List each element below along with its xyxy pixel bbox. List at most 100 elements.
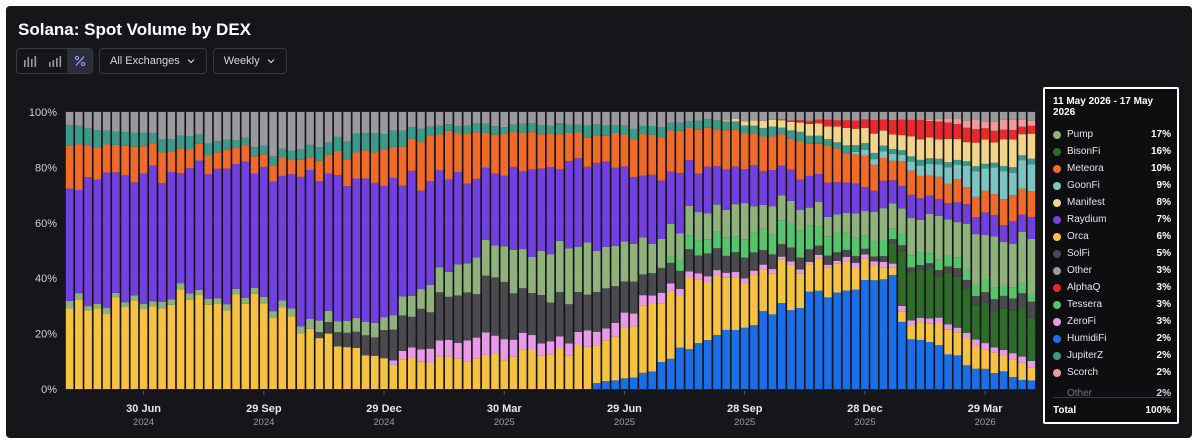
bar[interactable] <box>158 112 166 389</box>
legend-item[interactable]: BisonFi 16% <box>1053 143 1171 160</box>
bar[interactable] <box>444 112 453 389</box>
bar[interactable] <box>195 112 203 389</box>
bar[interactable] <box>666 112 675 389</box>
bar[interactable] <box>93 112 102 389</box>
bar[interactable] <box>528 112 536 389</box>
bar[interactable] <box>186 112 194 389</box>
legend-item[interactable]: JupiterZ 2% <box>1053 347 1171 364</box>
bar[interactable] <box>84 112 92 389</box>
bar[interactable] <box>389 112 398 389</box>
legend-item[interactable]: AlphaQ 3% <box>1053 279 1171 296</box>
bar[interactable] <box>574 112 583 389</box>
bar[interactable] <box>518 112 527 389</box>
bar[interactable] <box>260 112 268 389</box>
bar[interactable] <box>426 112 435 389</box>
bar[interactable] <box>870 112 878 389</box>
bar[interactable] <box>75 112 83 389</box>
bar[interactable] <box>879 112 888 389</box>
bar[interactable] <box>648 112 657 389</box>
bar-chart-icon[interactable] <box>17 49 42 73</box>
bar[interactable] <box>888 112 897 389</box>
bar[interactable] <box>537 112 546 389</box>
bar[interactable] <box>898 112 906 389</box>
legend-item[interactable]: GoonFi 9% <box>1053 177 1171 194</box>
bar[interactable] <box>241 112 250 389</box>
stacked-bar-chart-icon[interactable] <box>42 49 67 73</box>
bar[interactable] <box>407 112 416 389</box>
bar[interactable] <box>176 112 185 389</box>
bar[interactable] <box>555 112 564 389</box>
bar[interactable] <box>481 112 490 389</box>
legend-item[interactable]: HumidiFi 2% <box>1053 330 1171 347</box>
bar[interactable] <box>204 112 213 389</box>
bar[interactable] <box>925 112 934 389</box>
bar[interactable] <box>380 112 388 389</box>
bar[interactable] <box>583 112 592 389</box>
bar[interactable] <box>602 112 610 389</box>
bar[interactable] <box>213 112 222 389</box>
bar[interactable] <box>167 112 176 389</box>
legend-item[interactable]: Meteora 10% <box>1053 160 1171 177</box>
bar[interactable] <box>990 112 999 389</box>
bar[interactable] <box>777 112 786 389</box>
bar[interactable] <box>731 112 740 389</box>
bar[interactable] <box>343 112 351 389</box>
bar[interactable] <box>352 112 361 389</box>
bar[interactable] <box>851 112 860 389</box>
legend-item[interactable]: ZeroFi 3% <box>1053 313 1171 330</box>
bar[interactable] <box>620 112 629 389</box>
bar[interactable] <box>833 112 841 389</box>
percent-icon[interactable] <box>67 49 92 73</box>
legend-item[interactable]: Tessera 3% <box>1053 296 1171 313</box>
bar[interactable] <box>232 112 240 389</box>
bar[interactable] <box>112 112 120 389</box>
bar[interactable] <box>703 112 712 389</box>
bar[interactable] <box>796 112 804 389</box>
legend-item[interactable]: Orca 6% <box>1053 228 1171 245</box>
bar[interactable] <box>1018 112 1026 389</box>
bar[interactable] <box>102 112 111 389</box>
bar[interactable] <box>334 112 342 389</box>
bar[interactable] <box>713 112 721 389</box>
bar[interactable] <box>250 112 259 389</box>
interval-select[interactable]: Weekly <box>212 48 287 74</box>
bar[interactable] <box>297 112 305 389</box>
bar[interactable] <box>509 112 518 389</box>
bar[interactable] <box>805 112 814 389</box>
bar[interactable] <box>629 112 638 389</box>
legend-item[interactable]: SolFi 5% <box>1053 245 1171 262</box>
bar[interactable] <box>361 112 370 389</box>
bar[interactable] <box>139 112 148 389</box>
bar[interactable] <box>269 112 277 389</box>
bar[interactable] <box>972 112 980 389</box>
bar[interactable] <box>121 112 129 389</box>
bar[interactable] <box>657 112 666 389</box>
bar[interactable] <box>676 112 684 389</box>
bar[interactable] <box>935 112 943 389</box>
bar[interactable] <box>722 112 730 389</box>
bar[interactable] <box>768 112 777 389</box>
bar[interactable] <box>999 112 1008 389</box>
legend-item[interactable]: Raydium 7% <box>1053 211 1171 228</box>
bar[interactable] <box>685 112 693 389</box>
bar[interactable] <box>639 112 647 389</box>
bar[interactable] <box>491 112 499 389</box>
bar[interactable] <box>787 112 795 389</box>
bar[interactable] <box>472 112 481 389</box>
legend-item[interactable]: Manifest 8% <box>1053 194 1171 211</box>
bar[interactable] <box>454 112 462 389</box>
bar[interactable] <box>740 112 749 389</box>
bar[interactable] <box>1027 112 1036 389</box>
bar[interactable] <box>907 112 915 389</box>
bar[interactable] <box>842 112 851 389</box>
bar[interactable] <box>463 112 472 389</box>
bar[interactable] <box>824 112 832 389</box>
bar[interactable] <box>287 112 296 389</box>
bar[interactable] <box>278 112 287 389</box>
bar[interactable] <box>546 112 555 389</box>
bar[interactable] <box>565 112 573 389</box>
bar[interactable] <box>750 112 758 389</box>
bar[interactable] <box>694 112 703 389</box>
legend-item[interactable]: Other 3% <box>1053 262 1171 279</box>
bar[interactable] <box>1009 112 1017 389</box>
